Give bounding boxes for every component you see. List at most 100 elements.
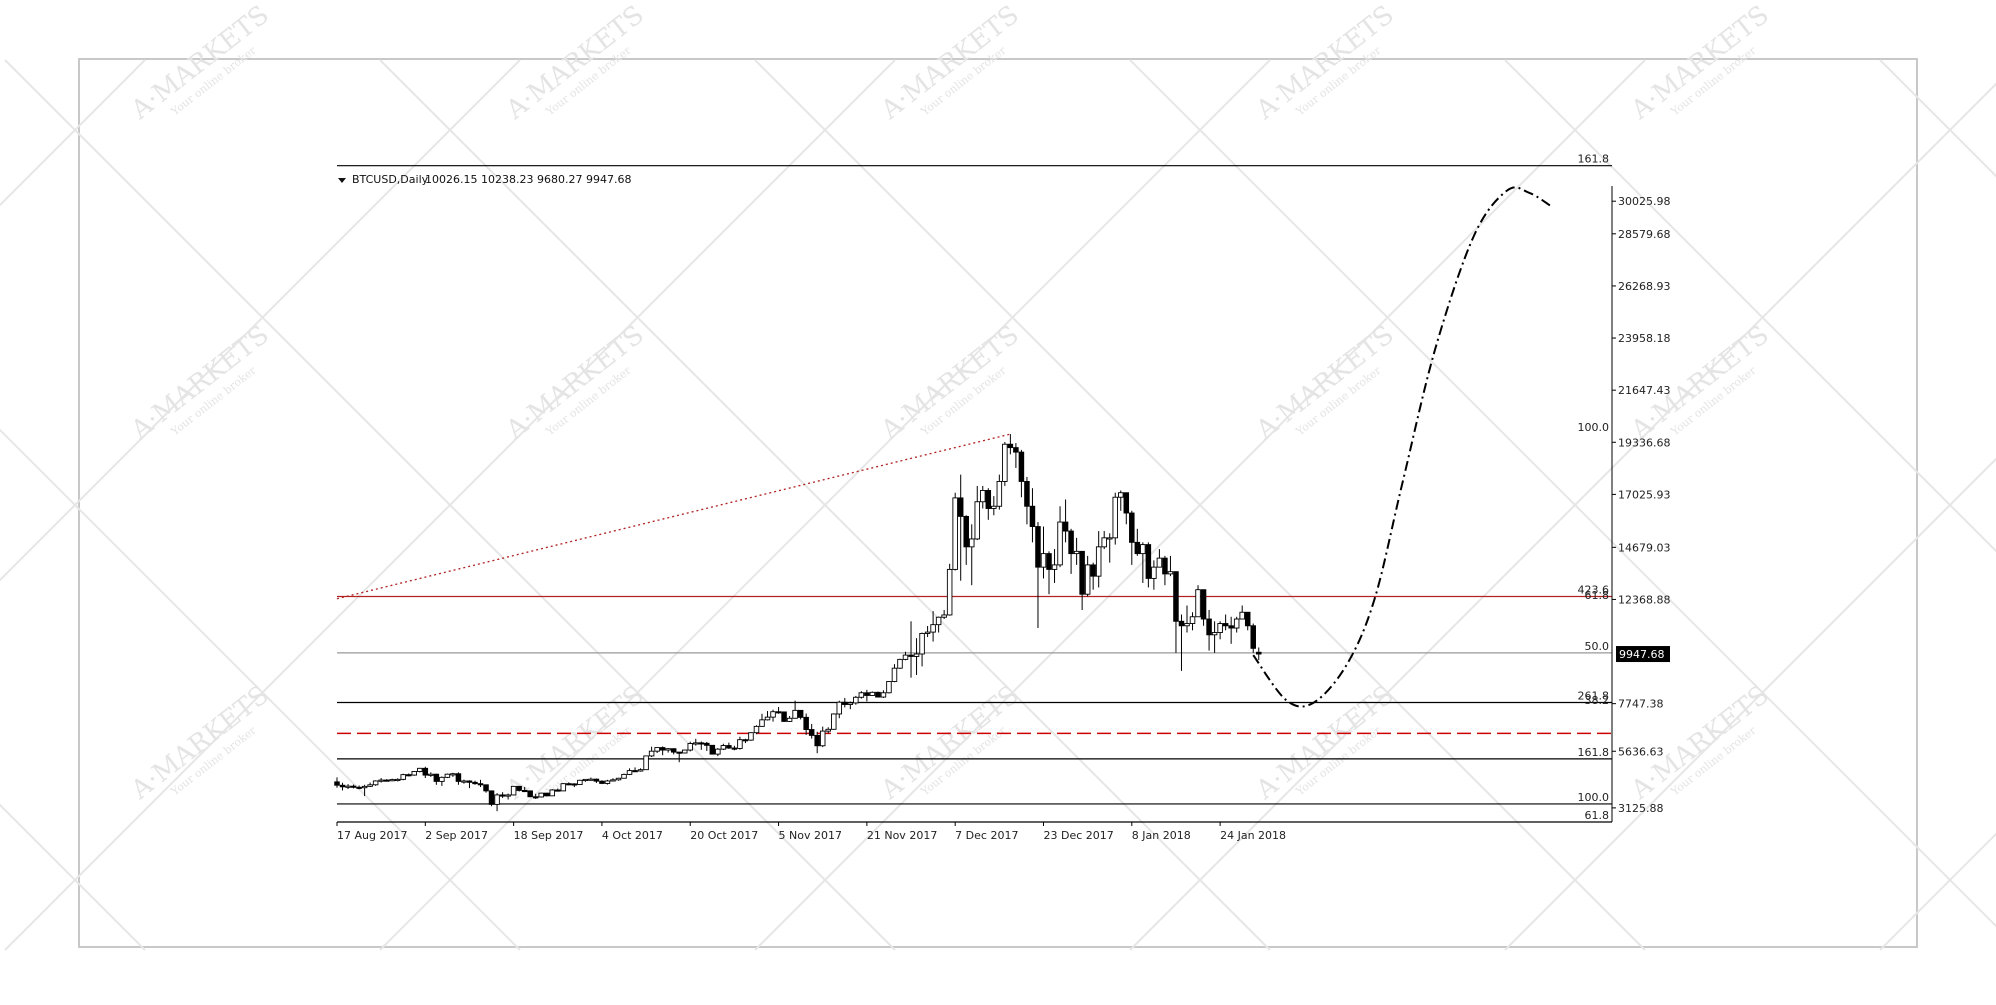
watermark-brand: A·MARKETS bbox=[500, 680, 650, 806]
ohlc-label: 10026.15 10238.23 9680.27 9947.68 bbox=[425, 173, 631, 186]
projection-curve bbox=[1252, 186, 1552, 708]
candle-body bbox=[433, 773, 440, 782]
watermark-line bbox=[754, 59, 1646, 951]
candle-body bbox=[980, 490, 986, 503]
candle-body bbox=[1206, 618, 1212, 636]
candle-body bbox=[847, 702, 854, 705]
candle-body bbox=[1200, 589, 1207, 620]
candle-body bbox=[1013, 447, 1019, 453]
trendline bbox=[336, 433, 1011, 600]
candle-body bbox=[781, 711, 787, 722]
candle-body bbox=[1101, 537, 1107, 548]
price-tick-label: 23958.18 bbox=[1618, 332, 1671, 345]
watermark-lattice bbox=[0, 59, 1996, 951]
price-tick-label: 12368.88 bbox=[1618, 593, 1671, 606]
fib-level-label: 100.0 bbox=[1578, 791, 1610, 804]
watermark-line bbox=[0, 803, 146, 951]
candle-body bbox=[985, 490, 992, 509]
candle-body bbox=[643, 755, 649, 771]
candle-body bbox=[527, 790, 533, 798]
candle-body bbox=[1256, 651, 1262, 655]
candle-body bbox=[505, 794, 511, 797]
candle-body bbox=[516, 785, 522, 791]
time-tick-label: 5 Nov 2017 bbox=[779, 829, 842, 842]
fib-level-label: 61.8 bbox=[1585, 589, 1610, 602]
candle-body bbox=[428, 773, 434, 776]
watermark-brand: A·MARKETS bbox=[875, 320, 1025, 446]
candle-body bbox=[1239, 611, 1245, 620]
candle-body bbox=[792, 709, 798, 719]
price-tick-label: 21647.43 bbox=[1618, 384, 1671, 397]
candle-body bbox=[455, 773, 462, 782]
candle-body bbox=[1024, 480, 1030, 507]
candle-body bbox=[632, 770, 638, 773]
candle-body bbox=[582, 778, 589, 782]
candle-body bbox=[946, 568, 953, 616]
symbol-label: BTCUSD,Daily bbox=[352, 173, 429, 186]
candle-body bbox=[803, 716, 809, 730]
candle-body bbox=[853, 696, 859, 704]
candle-body bbox=[935, 616, 942, 626]
candle-body bbox=[1195, 589, 1201, 618]
candle-body bbox=[361, 785, 368, 789]
candle-body bbox=[1018, 451, 1025, 482]
candle-body bbox=[543, 792, 550, 797]
watermark-brand: A·MARKETS bbox=[1250, 320, 1400, 446]
price-tick-label: 17025.93 bbox=[1618, 488, 1671, 501]
candle-body bbox=[902, 654, 909, 660]
time-axis: 17 Aug 2017 2 Sep 2017 18 Sep 2017 4 Oct 20… bbox=[336, 821, 1612, 842]
trendline-line[interactable] bbox=[336, 433, 1011, 600]
candle-body bbox=[372, 780, 379, 786]
candle-body bbox=[621, 773, 627, 779]
candle-body bbox=[1084, 564, 1091, 595]
candle-body bbox=[1062, 521, 1069, 532]
watermark-line bbox=[1129, 82, 1996, 951]
watermark-line bbox=[379, 59, 1271, 951]
current-price-label: 9947.68 bbox=[1619, 648, 1665, 661]
price-tick-label: 14679.03 bbox=[1618, 541, 1671, 554]
candle-body bbox=[1151, 566, 1157, 579]
watermark-brand: A·MARKETS bbox=[875, 0, 1025, 126]
fib-level-label: 50.0 bbox=[1585, 640, 1610, 653]
current-price-marker: 9947.68 bbox=[1616, 646, 1670, 663]
price-tick-label: 5636.63 bbox=[1618, 745, 1664, 758]
candle-body bbox=[1129, 512, 1135, 543]
dropdown-triangle-icon[interactable] bbox=[338, 178, 346, 183]
candle-body bbox=[577, 779, 583, 786]
candle-body bbox=[858, 692, 865, 698]
watermark-line bbox=[0, 59, 521, 582]
watermark-brand: A·MARKETS bbox=[125, 0, 275, 126]
time-tick-label: 24 Jan 2018 bbox=[1220, 829, 1286, 842]
price-tick-label: 19336.68 bbox=[1618, 436, 1671, 449]
watermark-line bbox=[1879, 59, 1996, 178]
fib-level-label: 161.8 bbox=[1578, 153, 1610, 166]
candle-body bbox=[604, 780, 611, 784]
watermark-brand: A·MARKETS bbox=[125, 680, 275, 806]
fib-level-label: 261.8 bbox=[1578, 689, 1610, 702]
candle-body bbox=[1002, 443, 1008, 482]
candle-body bbox=[1095, 546, 1102, 577]
candle-body bbox=[974, 501, 981, 540]
candle-body bbox=[875, 691, 881, 698]
time-tick-label: 17 Aug 2017 bbox=[337, 829, 407, 842]
watermark-line bbox=[4, 59, 896, 951]
candle-body bbox=[996, 480, 1003, 507]
candle-body bbox=[864, 692, 870, 696]
candle-body bbox=[1051, 564, 1058, 570]
watermark-line bbox=[0, 428, 521, 951]
candle-body bbox=[549, 789, 556, 797]
candle-body bbox=[869, 691, 876, 696]
candle-body bbox=[952, 497, 958, 570]
watermark-line bbox=[1504, 59, 1996, 553]
candle-body bbox=[659, 747, 666, 751]
candle-body bbox=[521, 789, 528, 793]
candle-body bbox=[670, 748, 677, 753]
time-tick-label: 18 Sep 2017 bbox=[514, 829, 584, 842]
fib-level-label: 423.6 bbox=[1578, 583, 1610, 596]
